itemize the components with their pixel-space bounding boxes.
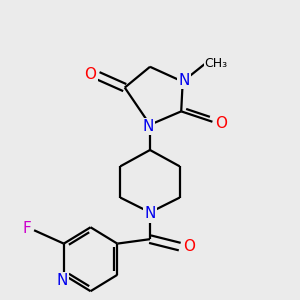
Text: N: N bbox=[144, 206, 156, 221]
Text: O: O bbox=[183, 238, 195, 253]
Text: O: O bbox=[85, 67, 97, 82]
Text: O: O bbox=[215, 116, 227, 131]
Text: N: N bbox=[143, 119, 154, 134]
Text: F: F bbox=[22, 221, 31, 236]
Text: CH₃: CH₃ bbox=[205, 57, 228, 70]
Text: N: N bbox=[178, 73, 190, 88]
Text: N: N bbox=[57, 273, 68, 288]
